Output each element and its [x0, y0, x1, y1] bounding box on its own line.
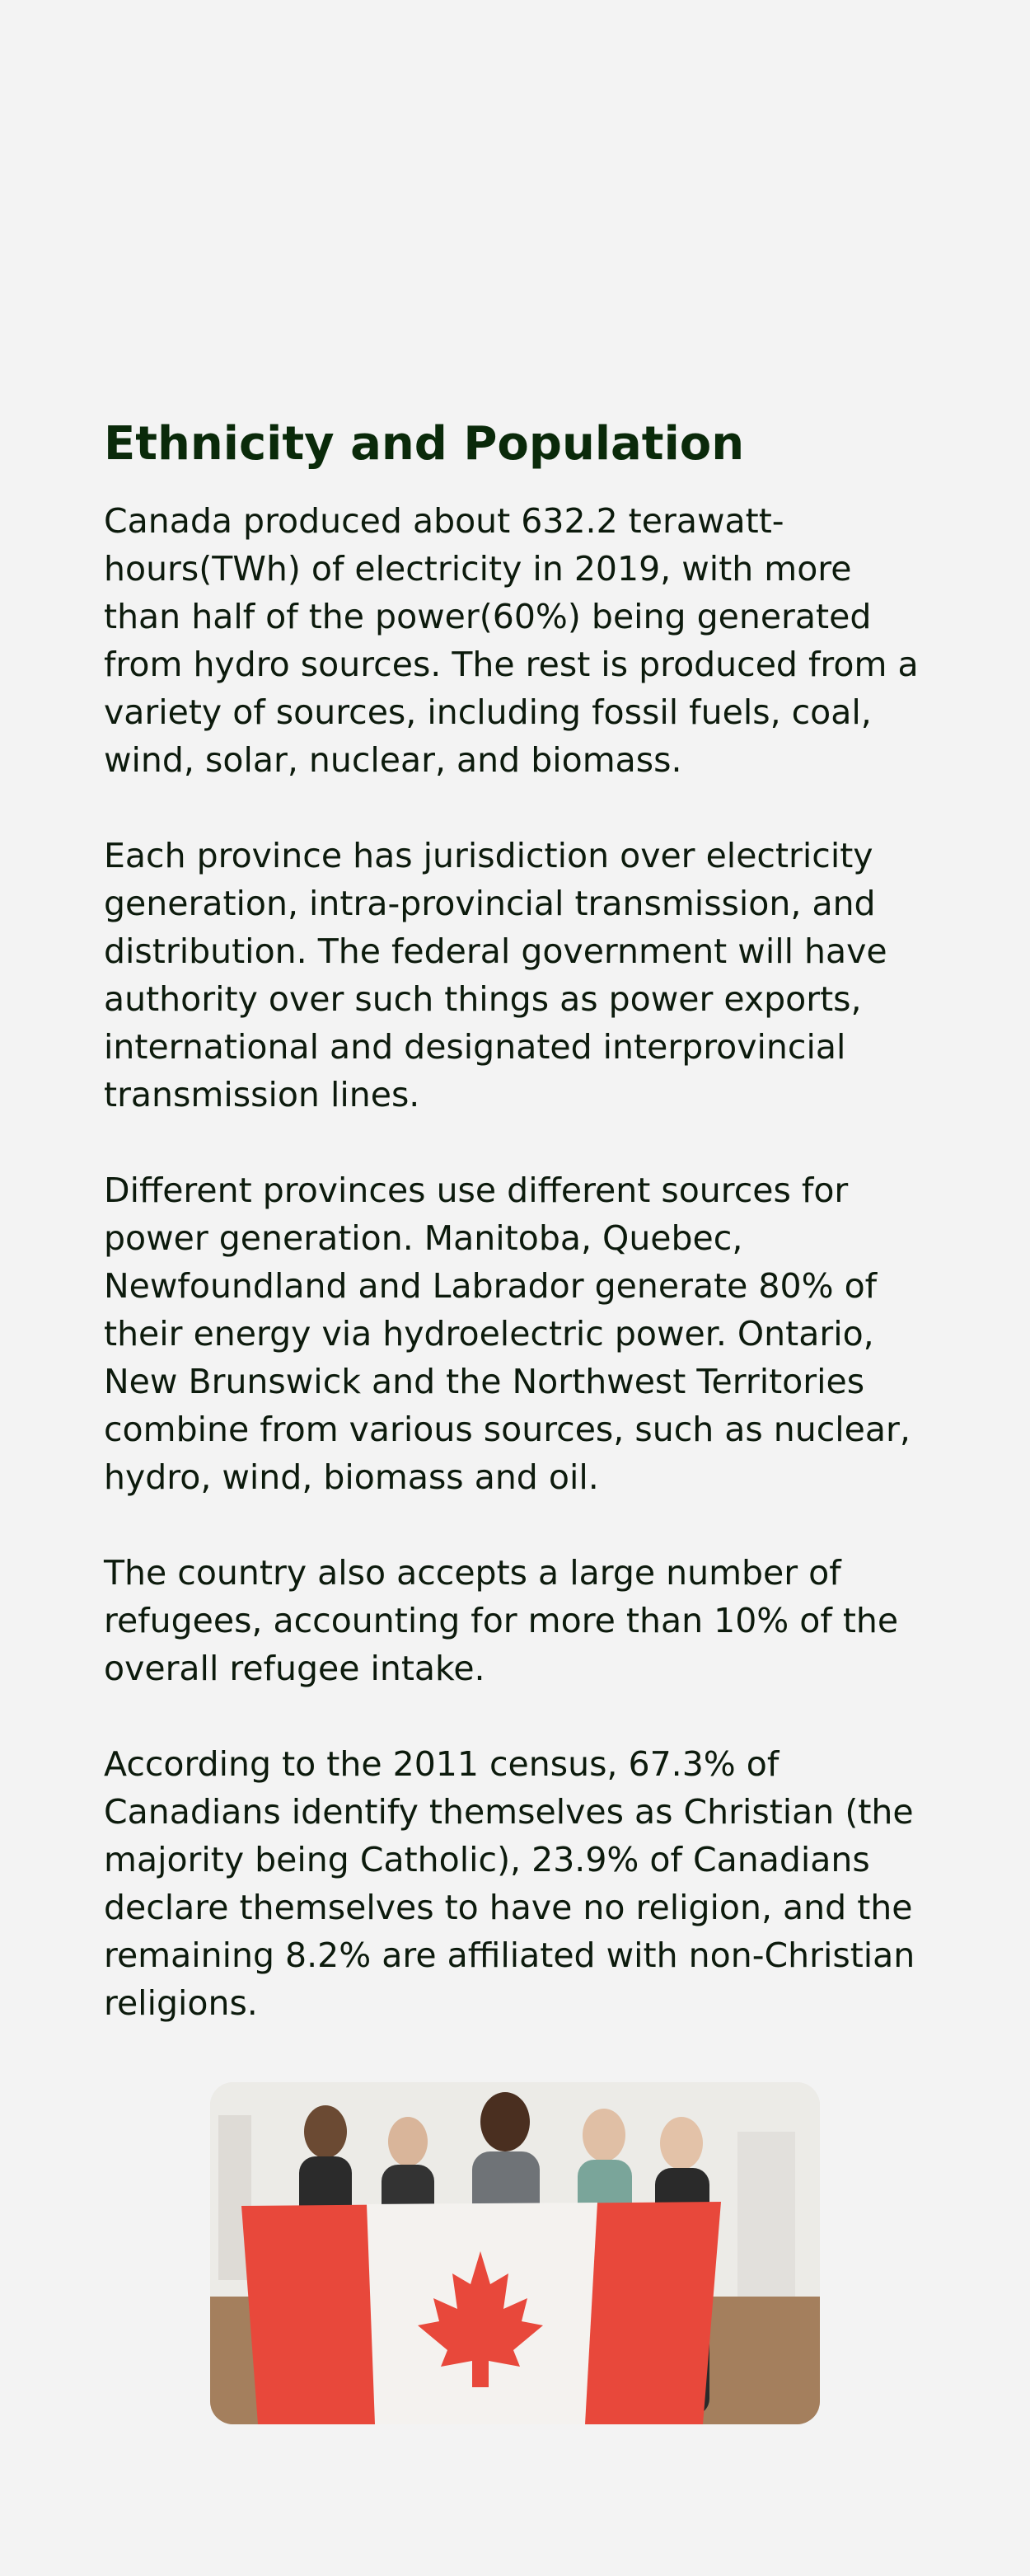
article-title: Ethnicity and Population	[104, 417, 745, 471]
door	[737, 2132, 795, 2297]
paragraph-religion: According to the 2011 census, 67.3% of C…	[104, 1744, 915, 2023]
paragraph-electricity: Canada produced about 632.2 terawatt-hou…	[104, 501, 919, 780]
paragraph-provinces: Different provinces use different source…	[104, 1171, 911, 1497]
canadian-flag	[241, 2202, 721, 2424]
group-with-canadian-flag-photo	[210, 2082, 820, 2424]
maple-leaf-icon	[418, 2251, 543, 2387]
photo-illustration	[210, 2082, 820, 2424]
paragraph-jurisdiction: Each province has jurisdiction over elec…	[104, 836, 887, 1114]
article: Ethnicity and Population Canada produced…	[104, 408, 928, 2027]
paragraph-refugees: The country also accepts a large number …	[104, 1553, 899, 1688]
